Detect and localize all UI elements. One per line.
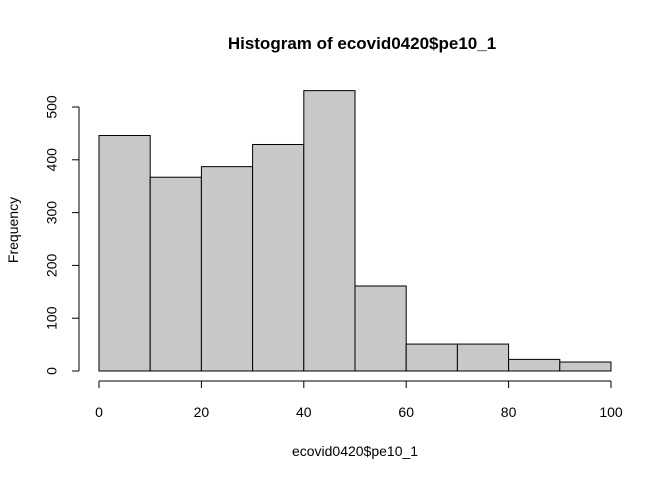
histogram-bar <box>303 90 356 372</box>
histogram-bars <box>98 90 612 372</box>
y-tick-label: 300 <box>44 201 60 225</box>
x-tick-label: 80 <box>501 404 517 420</box>
x-axis-label: ecovid0420$pe10_1 <box>292 443 418 459</box>
histogram-bar <box>149 176 202 372</box>
y-tick-label: 200 <box>44 254 60 278</box>
histogram-bar <box>354 285 407 372</box>
y-axis-label: Frequency <box>5 197 21 263</box>
histogram-bar <box>456 343 510 372</box>
x-tick-label: 100 <box>599 404 623 420</box>
x-axis: 0 20 40 60 80 100 <box>95 380 623 420</box>
y-tick-label: 100 <box>44 306 60 330</box>
y-tick-label: 500 <box>44 95 60 119</box>
x-tick-label: 40 <box>296 404 312 420</box>
y-tick-label: 0 <box>44 367 60 375</box>
histogram-bar <box>98 135 151 372</box>
histogram-bar <box>559 361 612 372</box>
histogram-bar <box>252 143 305 372</box>
histogram-bar <box>200 166 254 372</box>
histogram-bar <box>405 343 458 372</box>
histogram-bar <box>508 358 561 372</box>
y-axis: 0 100 200 300 400 500 <box>44 95 80 375</box>
x-tick-label: 0 <box>95 404 103 420</box>
y-tick-label: 400 <box>44 148 60 172</box>
x-tick-label: 60 <box>398 404 414 420</box>
x-tick-label: 20 <box>194 404 210 420</box>
chart-title: Histogram of ecovid0420$pe10_1 <box>228 34 496 53</box>
